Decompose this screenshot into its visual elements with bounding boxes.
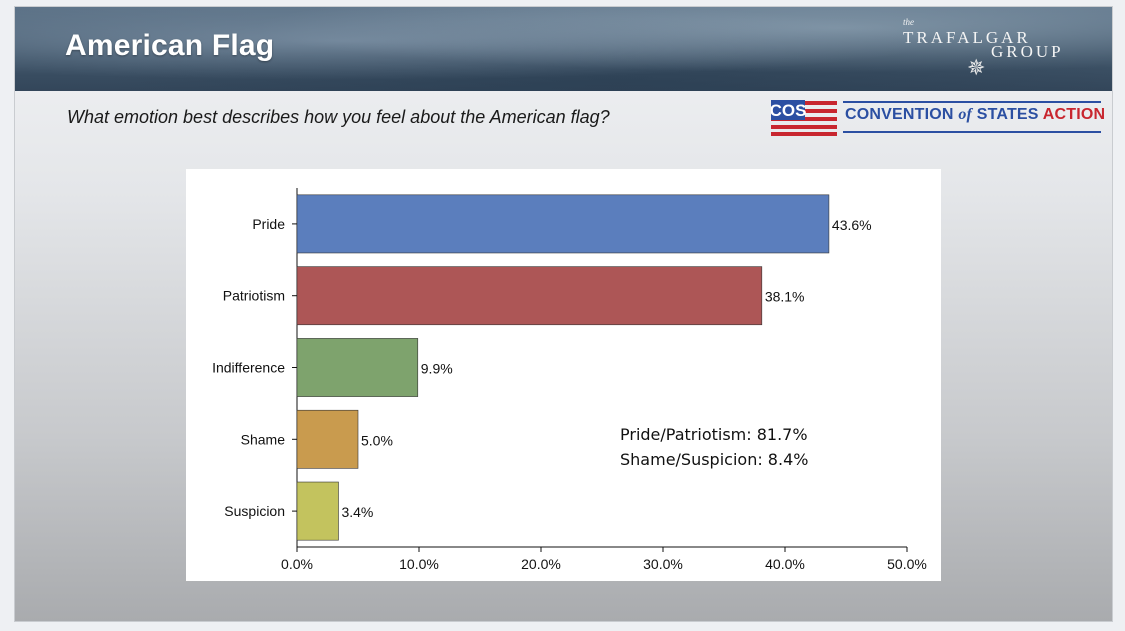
annotation-shame-suspicion: Shame/Suspicion: 8.4%: [620, 450, 809, 469]
data-label-pride: 43.6%: [832, 217, 872, 233]
header-banner: American Flag the TRAFALGAR GROUP ✵: [15, 7, 1112, 91]
x-tick-label: 50.0%: [887, 556, 927, 572]
bar-chart: 0.0% 10.0% 20.0% 30.0% 40.0% 50.0% Pride 43.6% P…: [212, 188, 927, 572]
x-tick-label: 20.0%: [521, 556, 561, 572]
annotation-pride-patriotism: Pride/Patriotism: 81.7%: [620, 425, 808, 444]
x-tick-label: 0.0%: [281, 556, 313, 572]
trafalgar-group-logo: the TRAFALGAR GROUP ✵: [895, 17, 1065, 83]
survey-question: What emotion best describes how you feel…: [67, 107, 610, 127]
category-label-shame: Shame: [241, 431, 286, 447]
bar-suspicion: [296, 481, 339, 541]
data-label-patriotism: 38.1%: [765, 289, 805, 305]
data-label-suspicion: 3.4%: [341, 504, 373, 520]
logo-the: the: [903, 17, 914, 27]
page-title: American Flag: [65, 29, 275, 62]
bar-pride: [296, 194, 830, 254]
cos-name-of: of: [958, 106, 973, 123]
cos-name-action: ACTION: [1042, 106, 1106, 123]
convention-of-states-logo: COS CONVENTION of STATES ACTION: [770, 98, 1105, 136]
category-label-patriotism: Patriotism: [223, 288, 285, 304]
category-label-indifference: Indifference: [212, 360, 285, 376]
cos-mark: COS: [771, 101, 806, 120]
bar-indifference: [296, 338, 419, 397]
logo-word-group: GROUP: [991, 42, 1064, 61]
x-tick-label: 10.0%: [399, 556, 439, 572]
bar-shame: [296, 409, 359, 469]
data-label-indifference: 9.9%: [421, 361, 453, 377]
category-label-suspicion: Suspicion: [224, 503, 285, 519]
x-tick-label: 40.0%: [765, 556, 805, 572]
bar-patriotism: [296, 266, 763, 326]
cos-rule-bottom: [843, 131, 1101, 133]
cos-name-states: STATES: [976, 106, 1039, 123]
cos-rule-top: [843, 101, 1101, 103]
cos-flag-icon: COS: [770, 100, 837, 136]
logo-word-trafalgar: TRAFALGAR: [903, 28, 1031, 47]
cos-name-convention: CONVENTION: [845, 106, 954, 123]
category-label-pride: Pride: [252, 216, 285, 232]
slide: American Flag the TRAFALGAR GROUP ✵ What…: [14, 6, 1113, 622]
x-tick-label: 30.0%: [643, 556, 683, 572]
compass-star-icon: ✵: [967, 55, 986, 80]
cos-name: CONVENTION of STATES ACTION: [845, 106, 1105, 124]
data-label-shame: 5.0%: [361, 432, 393, 448]
chart-panel: 0.0% 10.0% 20.0% 30.0% 40.0% 50.0% Pride 43.6% P…: [186, 169, 941, 581]
